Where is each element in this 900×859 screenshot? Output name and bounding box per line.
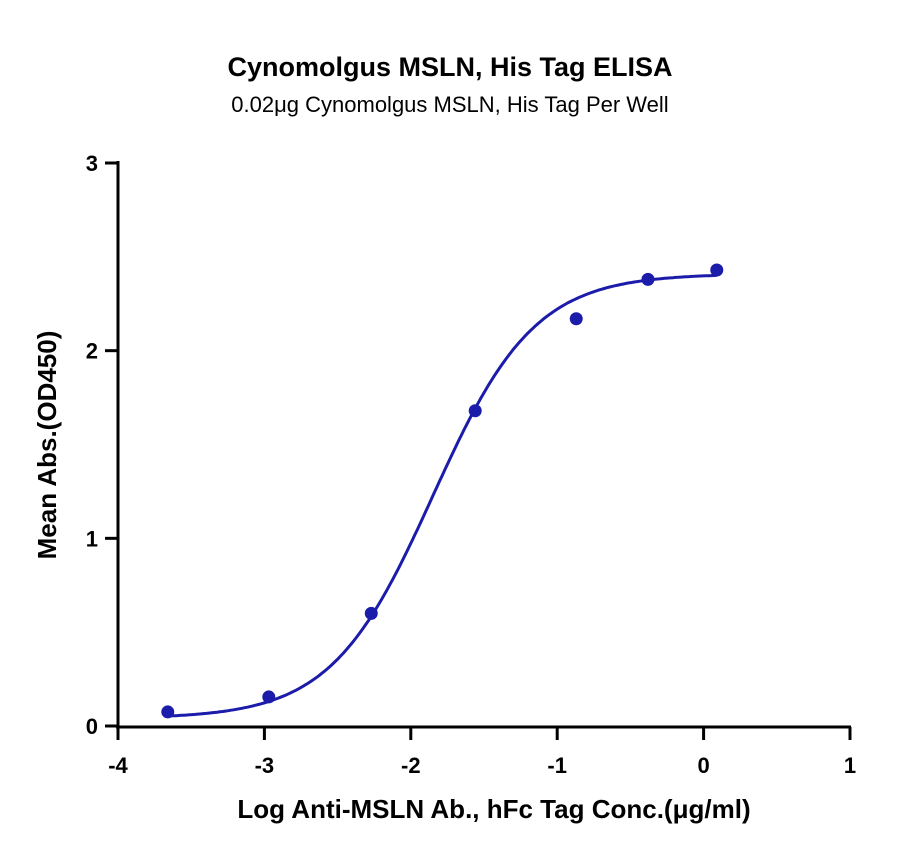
data-point	[468, 404, 482, 418]
chart-title: Cynomolgus MSLN, His Tag ELISA	[227, 52, 673, 82]
data-point	[364, 606, 378, 620]
x-tick-label: -4	[108, 753, 128, 778]
data-point	[161, 705, 175, 719]
data-point	[710, 263, 724, 277]
y-tick-label: 0	[86, 714, 98, 739]
x-tick-label: -1	[547, 753, 567, 778]
y-tick-label: 1	[86, 526, 98, 551]
x-tick-label: 0	[697, 753, 709, 778]
chart-subtitle: 0.02μg Cynomolgus MSLN, His Tag Per Well	[231, 92, 669, 117]
x-axis-label: Log Anti-MSLN Ab., hFc Tag Conc.(μg/ml)	[237, 794, 750, 824]
data-point	[641, 272, 655, 286]
y-axis-label: Mean Abs.(OD450)	[32, 331, 62, 560]
x-tick-label: -2	[401, 753, 421, 778]
fit-curve	[167, 273, 717, 718]
data-point	[262, 690, 276, 704]
data-point	[569, 312, 583, 326]
y-tick-label: 3	[86, 151, 98, 176]
x-tick-label: 1	[844, 753, 856, 778]
y-tick-label: 2	[86, 339, 98, 364]
x-tick-label: -3	[255, 753, 275, 778]
